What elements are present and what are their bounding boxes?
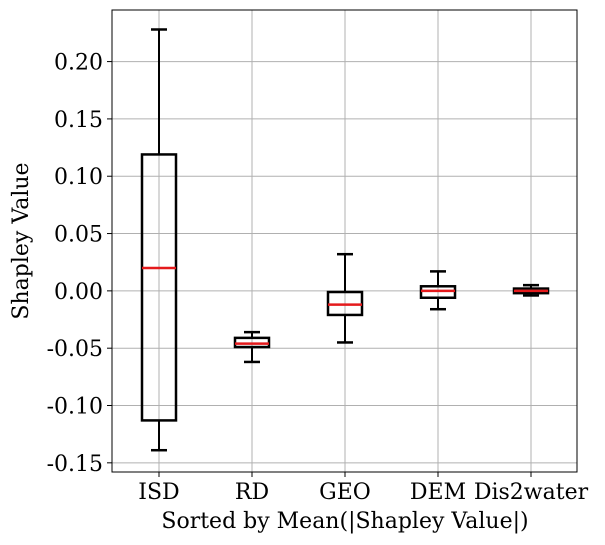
grid-lines bbox=[112, 10, 577, 472]
box-dem bbox=[419, 270, 457, 311]
x-axis-label: Sorted by Mean(|Shapley Value|) bbox=[161, 509, 528, 534]
x-tick-label: DEM bbox=[410, 480, 466, 505]
x-tick-label: ISD bbox=[138, 480, 179, 505]
y-tick-label: -0.05 bbox=[47, 337, 103, 362]
x-tick-label: Dis2water bbox=[474, 480, 589, 505]
y-axis-label: Shapley Value bbox=[9, 162, 34, 319]
box-isd bbox=[140, 28, 178, 452]
y-tick-label: -0.15 bbox=[47, 452, 103, 477]
y-tick-label: 0.10 bbox=[54, 165, 103, 190]
box-geo bbox=[326, 252, 364, 344]
boxes bbox=[140, 28, 550, 452]
y-tick-label: 0.20 bbox=[54, 51, 103, 76]
x-tick-label: GEO bbox=[319, 480, 371, 505]
y-tick-label: 0.05 bbox=[54, 223, 103, 248]
x-tick-label: RD bbox=[235, 480, 269, 505]
box-rd bbox=[233, 330, 271, 364]
y-tick-label: -0.10 bbox=[47, 395, 103, 420]
y-tick-label: 0.00 bbox=[54, 280, 103, 305]
iqr-box bbox=[140, 153, 178, 422]
box-dis2water bbox=[512, 283, 550, 297]
axis-ticks: 0.20 0.15 0.10 0.05 0.00 -0.05 -0.10 -0.15 ISD RD… bbox=[47, 51, 589, 505]
y-tick-label: 0.15 bbox=[54, 108, 103, 133]
